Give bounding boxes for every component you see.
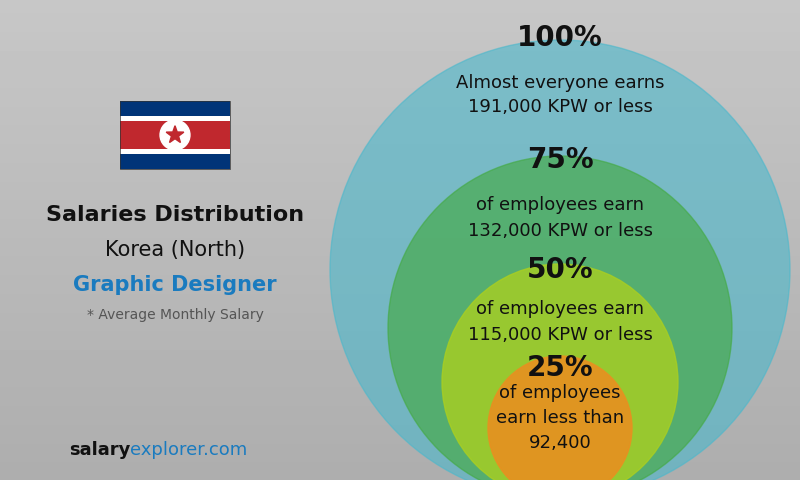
- Bar: [120, 101, 230, 169]
- Text: of employees earn
115,000 KPW or less: of employees earn 115,000 KPW or less: [467, 300, 653, 344]
- Circle shape: [160, 120, 190, 150]
- Text: 75%: 75%: [526, 146, 594, 174]
- Text: 50%: 50%: [526, 256, 594, 284]
- Text: Graphic Designer: Graphic Designer: [73, 275, 277, 295]
- Text: 25%: 25%: [526, 354, 594, 382]
- Bar: [120, 116, 230, 154]
- Text: salary: salary: [69, 441, 130, 459]
- Text: * Average Monthly Salary: * Average Monthly Salary: [86, 308, 263, 322]
- Circle shape: [330, 40, 790, 480]
- Bar: [120, 101, 230, 169]
- Circle shape: [388, 156, 732, 480]
- Text: 100%: 100%: [517, 24, 603, 52]
- Circle shape: [488, 356, 632, 480]
- Circle shape: [442, 264, 678, 480]
- Text: Salaries Distribution: Salaries Distribution: [46, 205, 304, 225]
- Text: explorer.com: explorer.com: [130, 441, 247, 459]
- Polygon shape: [166, 126, 184, 143]
- Text: of employees
earn less than
92,400: of employees earn less than 92,400: [496, 384, 624, 452]
- Text: Korea (North): Korea (North): [105, 240, 245, 260]
- Bar: [120, 149, 230, 154]
- Text: Almost everyone earns
191,000 KPW or less: Almost everyone earns 191,000 KPW or les…: [456, 73, 664, 117]
- Bar: [120, 116, 230, 121]
- Text: of employees earn
132,000 KPW or less: of employees earn 132,000 KPW or less: [467, 196, 653, 240]
